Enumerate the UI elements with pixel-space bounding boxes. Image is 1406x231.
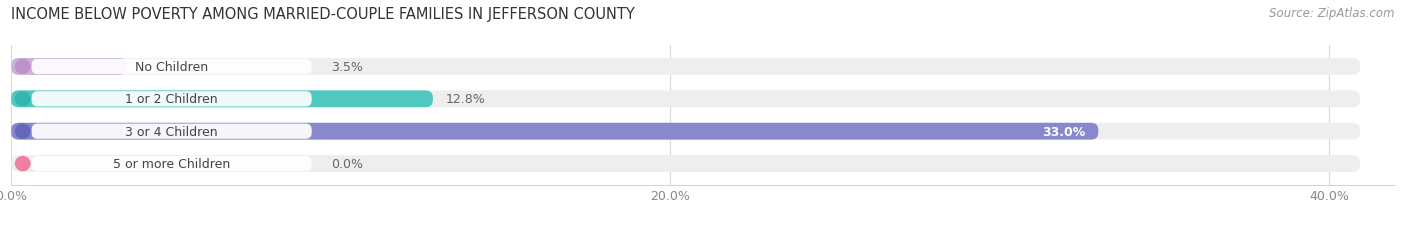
- FancyBboxPatch shape: [32, 92, 312, 107]
- Text: 33.0%: 33.0%: [1042, 125, 1085, 138]
- FancyBboxPatch shape: [11, 123, 1098, 140]
- Text: No Children: No Children: [135, 61, 208, 74]
- Text: 3 or 4 Children: 3 or 4 Children: [125, 125, 218, 138]
- FancyBboxPatch shape: [32, 60, 312, 75]
- FancyBboxPatch shape: [32, 124, 312, 139]
- Text: 12.8%: 12.8%: [446, 93, 486, 106]
- Text: 1 or 2 Children: 1 or 2 Children: [125, 93, 218, 106]
- Text: INCOME BELOW POVERTY AMONG MARRIED-COUPLE FAMILIES IN JEFFERSON COUNTY: INCOME BELOW POVERTY AMONG MARRIED-COUPL…: [11, 7, 636, 22]
- FancyBboxPatch shape: [11, 59, 1360, 76]
- Text: Source: ZipAtlas.com: Source: ZipAtlas.com: [1270, 7, 1395, 20]
- FancyBboxPatch shape: [11, 155, 1360, 172]
- FancyBboxPatch shape: [11, 59, 127, 76]
- Circle shape: [15, 157, 30, 171]
- FancyBboxPatch shape: [11, 91, 1360, 108]
- Text: 5 or more Children: 5 or more Children: [112, 157, 231, 170]
- Circle shape: [15, 92, 30, 106]
- Circle shape: [15, 60, 30, 74]
- Text: 3.5%: 3.5%: [330, 61, 363, 74]
- FancyBboxPatch shape: [32, 156, 312, 171]
- FancyBboxPatch shape: [11, 123, 1360, 140]
- FancyBboxPatch shape: [11, 91, 433, 108]
- Circle shape: [15, 125, 30, 139]
- Text: 0.0%: 0.0%: [330, 157, 363, 170]
